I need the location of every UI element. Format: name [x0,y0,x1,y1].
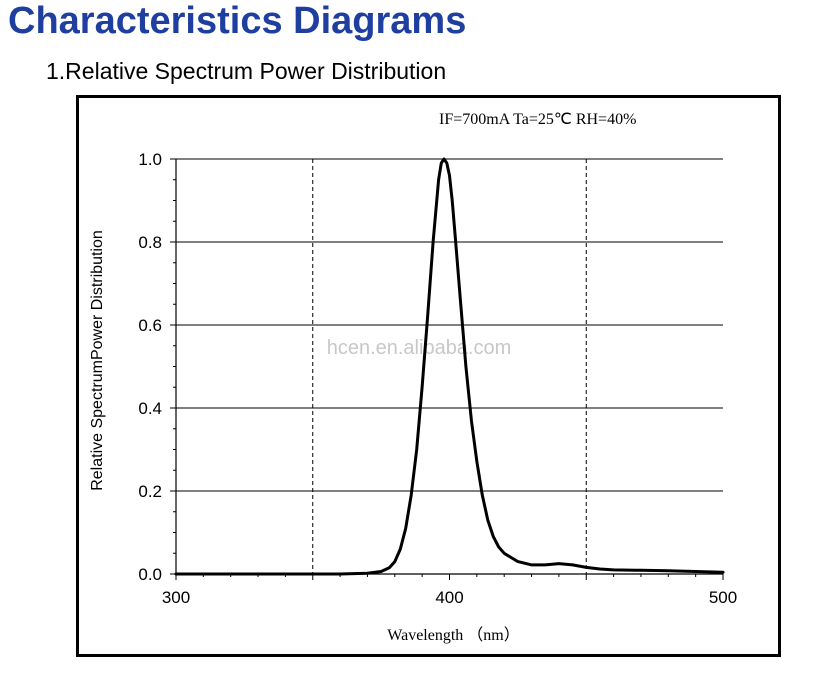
y-tick-label: 0.4 [138,399,162,418]
y-axis-label: Relative SpectrumPower Distribution [89,230,106,491]
spectrum-chart: 0.0 0.2 0.4 0.6 0.8 1.0 300 400 500 IF=700mA Ta=2… [89,111,737,644]
y-tick-label: 0.0 [138,565,162,584]
y-tick-label: 0.2 [138,482,162,501]
x-axis-label: Wavelength （nm） [387,626,519,644]
chart-annotation: IF=700mA Ta=25℃ RH=40% [439,111,636,128]
spectrum-series-line [174,157,725,576]
y-tick-label: 0.6 [138,316,162,335]
x-tick-label: 300 [162,588,190,607]
y-tick-label: 0.8 [138,233,162,252]
x-tick-label: 400 [435,588,463,607]
y-tick-label: 1.0 [138,150,162,169]
chart-frame: 0.0 0.2 0.4 0.6 0.8 1.0 300 400 500 IF=700mA Ta=2… [76,95,781,657]
page-heading: Characteristics Diagrams [8,0,467,42]
x-tick-label: 500 [709,588,737,607]
chart-subheading: 1.Relative Spectrum Power Distribution [46,58,447,84]
watermark-text: hcen.en.alibaba.com [327,337,512,359]
